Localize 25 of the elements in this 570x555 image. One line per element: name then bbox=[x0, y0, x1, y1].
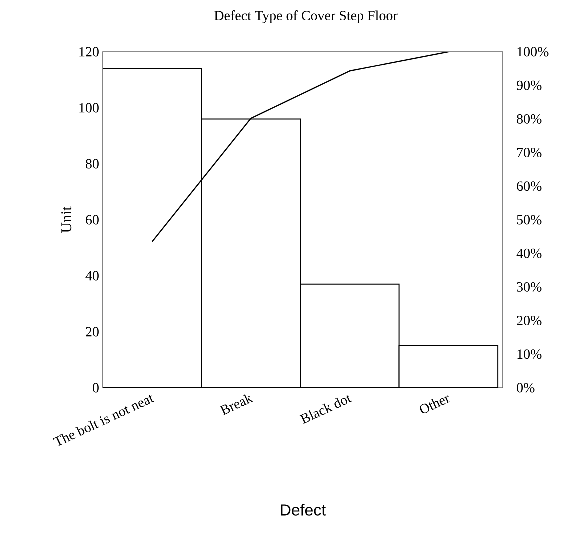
x-tick-label: Break bbox=[220, 394, 254, 416]
y-tick-label: 20 bbox=[86, 327, 99, 337]
y-tick-label: 0 bbox=[93, 383, 99, 393]
y-axis-title: Unit bbox=[62, 206, 72, 234]
x-tick-label: The bolt is not neat bbox=[53, 395, 155, 446]
y2-tick-label: 90% bbox=[516, 80, 542, 90]
y2-tick-label: 30% bbox=[517, 282, 542, 292]
y2-tick-label: 60% bbox=[517, 182, 542, 192]
y2-tick-label: 100% bbox=[518, 47, 549, 57]
y2-tick-label: 80% bbox=[517, 114, 542, 124]
x-axis-title: Defect bbox=[281, 504, 326, 516]
y-tick-label: 40 bbox=[86, 271, 99, 281]
y2-tick-label: 40% bbox=[516, 248, 542, 258]
y2-tick-label: 20% bbox=[517, 316, 542, 326]
chart-title: Defect Type of Cover Step Floor bbox=[214, 10, 398, 24]
y-tick-label: 120 bbox=[80, 47, 99, 57]
y2-tick-label: 70% bbox=[517, 148, 542, 158]
y2-tick-label: 0% bbox=[517, 383, 535, 393]
y-tick-label: 80 bbox=[86, 159, 99, 169]
y2-tick-label: 50% bbox=[517, 215, 542, 225]
y-tick-label: 60 bbox=[86, 215, 99, 225]
x-tick-label: Black dot bbox=[300, 395, 352, 424]
x-tick-label: Other bbox=[420, 396, 450, 414]
y-tick-label: 100 bbox=[80, 103, 99, 113]
y2-tick-label: 10% bbox=[518, 350, 542, 360]
